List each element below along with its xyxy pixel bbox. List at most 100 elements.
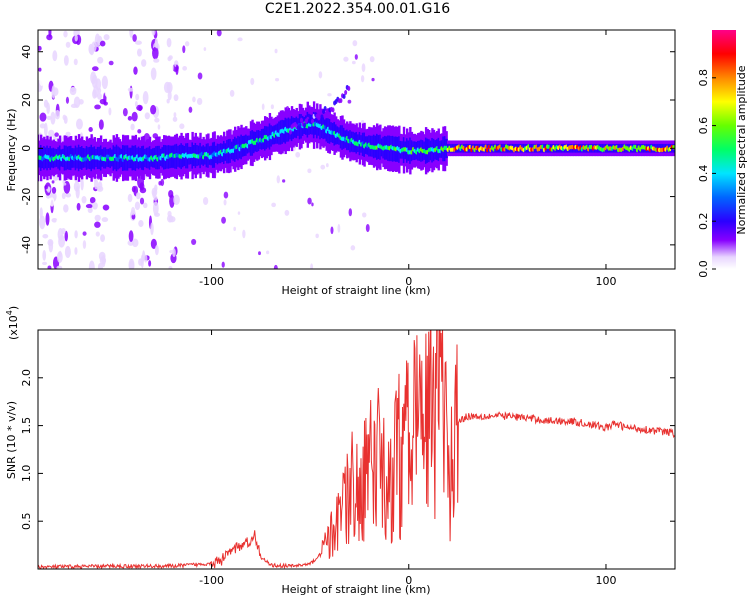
noise-blob <box>51 217 58 223</box>
noise-speck <box>311 202 314 207</box>
noise-blob <box>131 111 138 122</box>
noise-blob <box>44 185 48 190</box>
noise-speck <box>108 60 114 66</box>
noise-blob <box>42 233 49 239</box>
branch-blob <box>342 93 346 99</box>
noise-speck <box>330 226 334 235</box>
spectrogram-y-tick-label: 20 <box>20 93 33 107</box>
noise-blob <box>64 245 71 259</box>
noise-blob <box>127 116 133 121</box>
spectrogram-y-tick-label: 40 <box>20 45 33 59</box>
spectrogram-y-tick-label: -20 <box>20 188 33 206</box>
noise-speck <box>196 97 203 106</box>
noise-blob <box>97 262 103 269</box>
noise-speck <box>63 30 68 38</box>
noise-speck <box>184 41 190 47</box>
noise-speck <box>179 123 185 130</box>
noise-blob <box>167 90 172 101</box>
noise-speck <box>47 265 52 269</box>
noise-speck <box>167 210 172 218</box>
noise-speck <box>78 99 84 105</box>
noise-blob <box>139 187 147 194</box>
branch-blob <box>339 98 343 104</box>
snr-panel: -100 0 100 0.5 1.0 1.5 2.0 Height of straight… <box>5 306 676 596</box>
noise-blob <box>127 240 134 246</box>
noise-blob <box>101 75 108 90</box>
branch-blob <box>298 123 302 129</box>
noise-blob <box>142 90 149 105</box>
noise-blob <box>94 214 101 222</box>
spectrogram-frame <box>37 29 676 270</box>
noise-blob <box>144 112 150 120</box>
noise-blob <box>168 55 173 60</box>
noise-speck <box>325 163 329 168</box>
noise-speck <box>191 238 197 246</box>
noise-blob <box>85 204 93 209</box>
noise-blob <box>76 118 83 130</box>
spectrogram-y-tick-label: -40 <box>20 236 33 254</box>
noise-blob <box>99 40 106 47</box>
colorbar-ticks: 0.0 0.2 0.4 0.6 0.8 <box>697 69 716 278</box>
noise-blob <box>39 123 46 129</box>
noise-blob <box>56 217 63 230</box>
noise-speck <box>151 30 156 36</box>
noise-speck <box>352 40 358 47</box>
noise-blob <box>39 215 46 230</box>
noise-speck <box>42 261 48 266</box>
noise-speck <box>320 164 326 170</box>
noise-blob <box>152 46 159 60</box>
noise-speck <box>65 41 71 48</box>
noise-speck <box>229 89 235 97</box>
noise-blob <box>169 61 174 74</box>
noise-blob <box>97 92 102 100</box>
noise-speck <box>182 45 186 54</box>
noise-speck <box>173 112 177 118</box>
svg-text:(x104): (x104) <box>5 306 20 340</box>
noise-blob <box>131 238 139 248</box>
noise-blob <box>80 177 84 191</box>
noise-blob <box>45 212 50 226</box>
noise-blob <box>172 248 176 258</box>
noise-blob <box>97 56 104 64</box>
noise-speck <box>310 263 314 269</box>
spectrogram-y-ticks: -40 -20 0 20 40 <box>20 45 675 254</box>
noise-blob <box>94 179 99 190</box>
noise-blob <box>95 78 102 91</box>
noise-blob <box>99 256 107 265</box>
noise-blob <box>141 59 147 67</box>
noise-blob <box>39 112 47 122</box>
noise-blob <box>166 37 172 48</box>
colorbar-tick-label: 0.8 <box>697 69 710 87</box>
snr-y-tick-label: 1.5 <box>20 417 33 435</box>
spectrogram-x-tick-label: -100 <box>199 275 224 288</box>
spectrogram-y-axis-label: Frequency (Hz) <box>5 109 18 192</box>
noise-blob <box>61 227 66 234</box>
spectrogram-x-tick-label: 0 <box>405 275 412 288</box>
noise-blob <box>88 126 93 133</box>
noise-blob <box>63 204 69 213</box>
noise-blob <box>102 204 110 211</box>
figure-title: C2E1.2022.354.00.01.G16 <box>264 1 451 17</box>
noise-blob <box>52 50 58 62</box>
noise-blob <box>137 129 142 134</box>
noise-speck <box>54 132 59 137</box>
snr-x-tick-label: 100 <box>595 574 616 587</box>
noise-speck <box>273 264 278 269</box>
noise-blob <box>38 45 42 51</box>
noise-speck <box>348 208 353 217</box>
colorbar-tick-label: 0.0 <box>697 260 710 278</box>
noise-speck <box>337 223 341 233</box>
noise-speck <box>258 251 261 256</box>
noise-speck <box>365 223 370 233</box>
noise-speck <box>360 75 365 83</box>
branch-blob <box>331 107 335 113</box>
noise-speck <box>371 77 375 82</box>
noise-blob <box>52 87 59 96</box>
noise-blob <box>63 55 69 66</box>
noise-blob <box>50 111 56 125</box>
noise-blob <box>38 67 42 72</box>
noise-speck <box>295 151 301 158</box>
noise-blob <box>61 192 66 200</box>
noise-blob <box>129 85 133 99</box>
spectrogram-panel: -100 0 100 -40 -20 0 20 40 Height of straight … <box>5 29 676 297</box>
